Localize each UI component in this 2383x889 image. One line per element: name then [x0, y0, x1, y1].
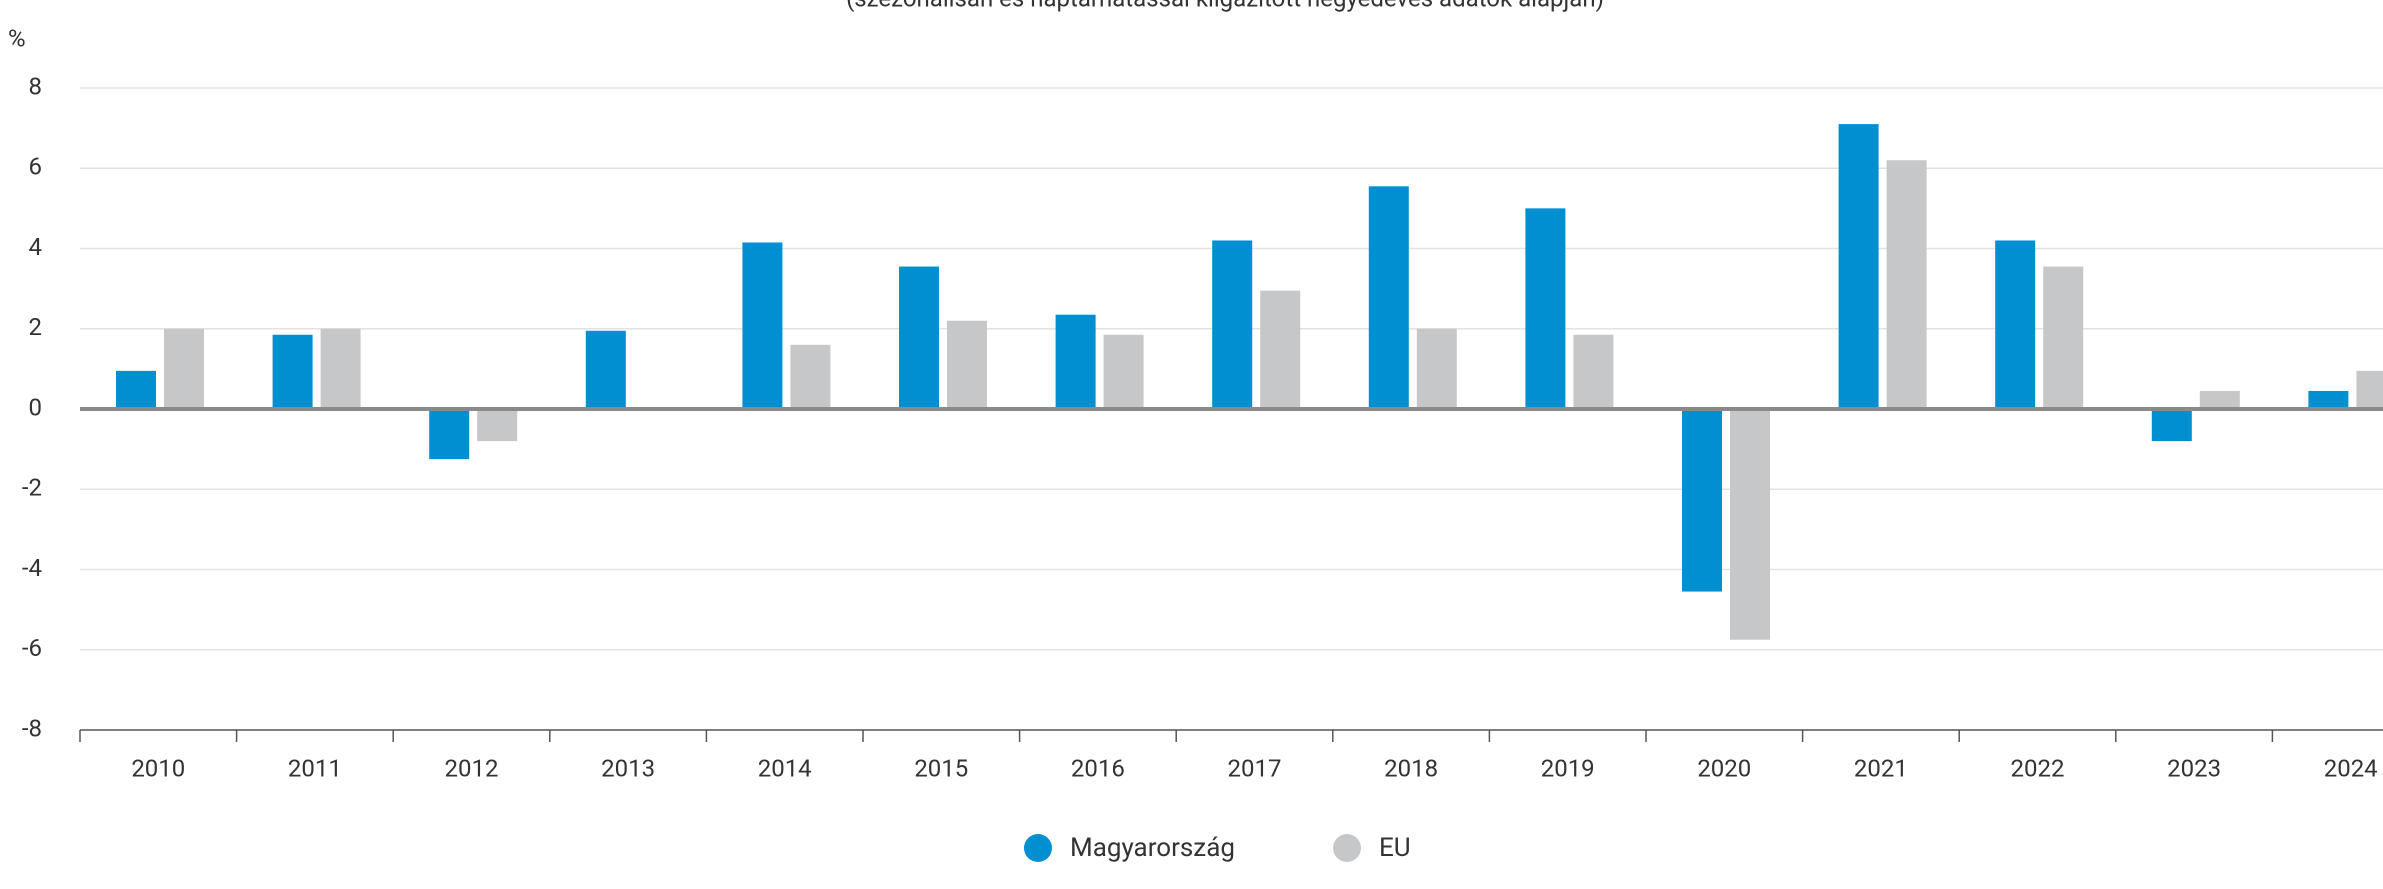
bar — [2151, 409, 2192, 442]
y-tick-label: 2 — [29, 313, 43, 341]
x-tick-label: 2014 — [758, 754, 812, 782]
bar — [1260, 290, 1301, 409]
chart-subtitle: (szezonálisan és naptárhatással kiigazít… — [846, 0, 1604, 12]
bar — [1416, 328, 1457, 409]
bar — [1682, 409, 1722, 592]
bar — [1573, 334, 1614, 409]
bar — [164, 328, 204, 409]
bar — [2308, 390, 2349, 409]
x-tick-label: 2018 — [1384, 754, 1438, 782]
bar — [320, 328, 361, 409]
x-tick-label: 2020 — [1697, 754, 1751, 782]
legend-marker — [1024, 834, 1052, 862]
y-tick-label: -8 — [22, 714, 42, 742]
x-tick-label: 2021 — [1854, 754, 1908, 782]
y-tick-label: 8 — [29, 72, 43, 100]
x-tick-label: 2017 — [1228, 754, 1282, 782]
y-tick-label: -6 — [22, 634, 42, 662]
bar — [742, 242, 783, 409]
x-tick-label: 2023 — [2167, 754, 2221, 782]
x-tick-label: 2019 — [1541, 754, 1595, 782]
bar — [2199, 390, 2240, 409]
y-tick-label: 6 — [29, 153, 43, 181]
y-tick-label: 4 — [29, 233, 43, 261]
x-tick-label: 2011 — [288, 754, 342, 782]
legend-label: Magyarország — [1070, 833, 1235, 863]
bar — [2356, 370, 2383, 409]
bar — [1368, 186, 1409, 409]
y-tick-label: 0 — [29, 393, 43, 421]
y-unit: % — [8, 24, 26, 52]
legend-marker — [1333, 834, 1361, 862]
bar — [116, 370, 156, 409]
x-tick-label: 2010 — [131, 754, 185, 782]
bar — [947, 320, 987, 409]
bar — [272, 334, 313, 409]
y-tick-label: -2 — [22, 474, 42, 502]
x-tick-label: 2016 — [1071, 754, 1125, 782]
legend-label: EU — [1379, 833, 1411, 863]
bar — [1055, 314, 1096, 409]
x-tick-label: 2015 — [914, 754, 968, 782]
y-tick-label: -4 — [22, 554, 42, 582]
bar — [1525, 208, 1566, 409]
bar — [1838, 124, 1879, 410]
x-tick-label: 2022 — [2011, 754, 2065, 782]
bar — [1103, 334, 1144, 409]
bar — [1995, 240, 2036, 409]
x-tick-label: 2013 — [601, 754, 655, 782]
bar — [790, 344, 831, 409]
bar — [899, 266, 939, 409]
bar — [585, 330, 626, 409]
x-tick-label: 2012 — [445, 754, 499, 782]
bar — [1886, 160, 1927, 409]
bar — [1212, 240, 1253, 409]
bar — [429, 409, 470, 460]
x-tick-label: 2024 — [2324, 754, 2378, 782]
bar — [1730, 409, 1770, 640]
bar — [2043, 266, 2084, 409]
bar — [477, 409, 518, 442]
